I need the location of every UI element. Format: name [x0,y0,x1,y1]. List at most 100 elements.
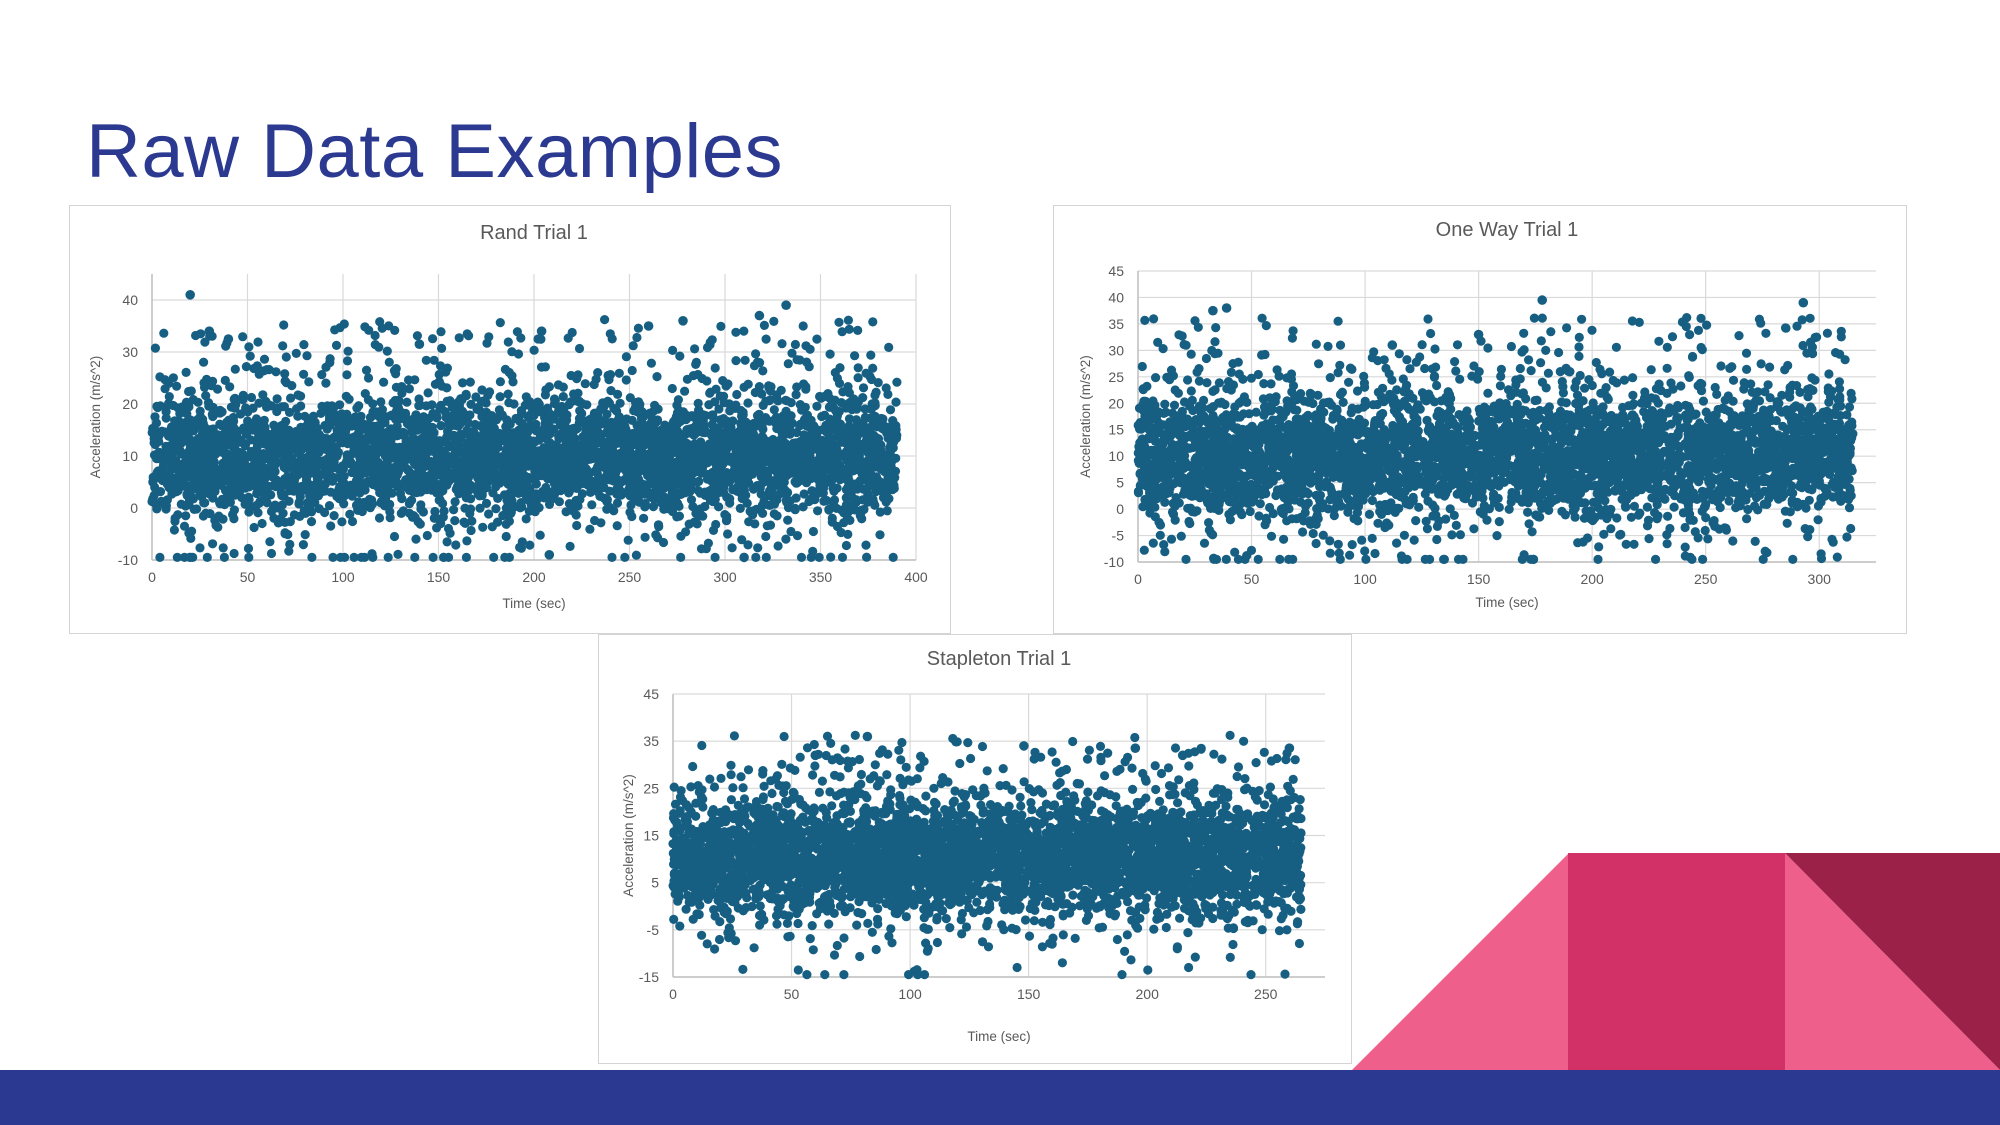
data-point [541,482,551,493]
data-point [184,528,194,538]
data-point [569,423,579,433]
data-point [193,414,203,424]
data-point [450,516,460,526]
data-point [331,463,341,473]
data-point [349,552,359,562]
data-point [652,372,662,382]
data-point [549,424,559,434]
data-point [868,363,878,373]
data-point [208,470,218,481]
data-point [471,485,481,495]
data-point [640,498,650,509]
x-tick-label: 300 [713,569,737,585]
data-point [329,511,339,521]
data-point [862,552,872,562]
data-point [666,500,676,511]
data-point [424,413,434,424]
data-point [842,514,852,524]
data-point [544,408,554,418]
scatter-series [147,290,902,563]
data-point [606,465,616,475]
data-point [244,492,254,502]
data-point [646,358,657,368]
data-point [808,546,818,556]
data-point [837,449,847,459]
data-point [1364,509,1375,519]
data-point [600,442,610,452]
data-point [668,345,678,355]
data-point [181,511,191,521]
data-point [225,438,236,448]
data-point [499,490,510,500]
data-point [411,534,421,544]
data-point [192,504,202,514]
data-point [740,355,750,365]
data-point [621,424,631,435]
data-point [843,482,853,492]
data-point [812,456,822,466]
data-point [573,370,583,380]
data-point [164,392,174,402]
data-point [891,397,901,407]
data-point [853,397,863,407]
data-point [825,393,835,403]
y-tick-label: 30 [1108,342,1124,358]
data-point [491,504,501,514]
data-point [326,521,336,531]
data-point [363,419,373,430]
data-point [356,411,366,421]
data-point [434,482,444,492]
data-point [465,410,475,420]
data-point [149,450,160,460]
data-point [377,405,387,415]
data-point [1835,384,1845,394]
data-point [236,436,246,446]
data-point [582,400,592,410]
data-point [316,487,326,497]
data-point [392,421,402,431]
data-point [459,517,469,527]
data-point [495,377,505,387]
data-point [405,497,415,507]
data-point [389,366,399,376]
data-point [347,516,358,527]
data-point [308,490,318,500]
data-point [757,421,767,431]
data-point [423,481,433,491]
data-point [243,473,254,484]
data-point [262,402,272,412]
data-point [1842,532,1852,542]
data-point [363,373,374,383]
data-point [201,391,211,401]
data-point [612,498,623,508]
data-point [328,412,338,422]
data-point [846,447,856,457]
data-point [1759,405,1769,415]
data-point [269,420,279,430]
data-point [281,352,291,362]
data-point [504,552,514,562]
outlier-point [185,290,195,300]
data-point [1422,524,1432,534]
data-point [466,525,476,536]
data-point [431,513,442,523]
data-point [409,422,419,432]
x-tick-label: 0 [148,569,156,585]
data-point [602,504,612,514]
data-point [587,500,597,510]
data-point [781,395,791,405]
data-point [181,367,191,377]
data-point [461,444,471,454]
data-point [410,375,420,385]
y-tick-label: -5 [1112,528,1125,544]
data-point [628,341,638,351]
data-point [812,489,822,499]
data-point [558,392,568,402]
data-point [523,396,533,406]
data-point [621,375,631,385]
y-tick-label: 35 [1108,316,1124,332]
data-point [781,534,791,544]
data-point [826,466,837,476]
data-point [516,498,526,508]
